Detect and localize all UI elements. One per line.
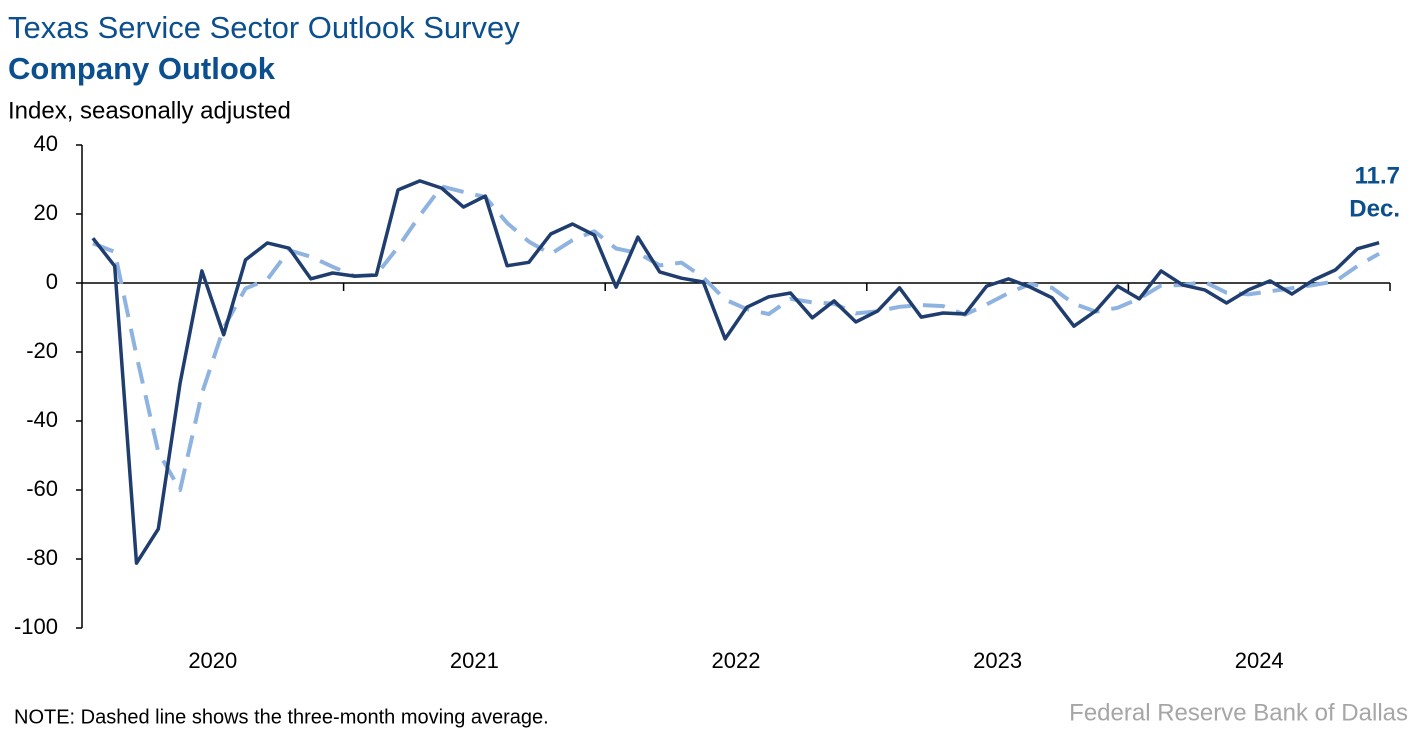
y-axis-label: Index, seasonally adjusted: [8, 97, 291, 124]
chart-title: Texas Service Sector Outlook Survey: [8, 10, 520, 45]
x-tick-label: 2023: [973, 648, 1022, 673]
x-tick-label: 2020: [188, 648, 237, 673]
x-tick-label: 2022: [712, 648, 761, 673]
end-value-label: 11.7: [1355, 162, 1400, 189]
x-tick-label: 2021: [450, 648, 499, 673]
y-tick-label: -100: [14, 614, 58, 639]
source: Federal Reserve Bank of Dallas: [1069, 699, 1408, 726]
y-tick-label: -40: [26, 407, 58, 432]
y-tick-label: -60: [26, 476, 58, 501]
y-tick-label: 0: [46, 269, 58, 294]
y-tick-label: -20: [26, 338, 58, 363]
y-tick-label: -80: [26, 545, 58, 570]
x-tick-label: 2024: [1235, 648, 1284, 673]
index-line: [91, 179, 1380, 565]
moving-average-line: [92, 184, 1381, 492]
end-period-label: Dec.: [1349, 195, 1400, 222]
chart-subtitle: Company Outlook: [8, 51, 276, 86]
note: NOTE: Dashed line shows the three-month …: [14, 706, 549, 728]
y-tick-label: 40: [34, 131, 58, 156]
y-tick-label: 20: [34, 200, 58, 225]
